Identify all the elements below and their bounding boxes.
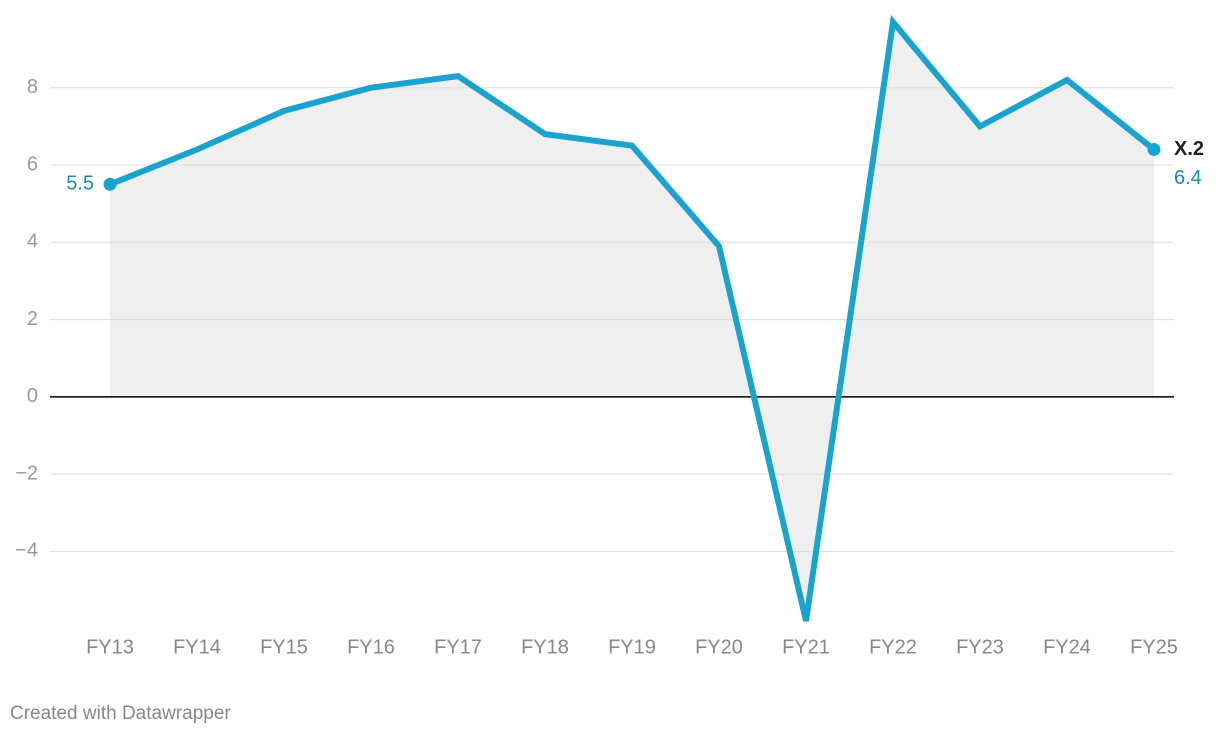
- x-tick-label: FY18: [521, 636, 569, 658]
- y-tick-label: 2: [27, 308, 38, 330]
- value-label: 5.5: [66, 173, 94, 195]
- y-tick-label: 0: [27, 385, 38, 407]
- area: [110, 22, 1154, 621]
- series-label: X.2: [1174, 138, 1204, 160]
- credit: Created with Datawrapper: [10, 703, 231, 724]
- x-tick-label: FY21: [782, 636, 830, 658]
- x-tick-label: FY14: [173, 636, 221, 658]
- x-tick-label: FY17: [434, 636, 482, 658]
- x-tick-label: FY15: [260, 636, 308, 658]
- line: [108, 14, 1156, 622]
- point: [1147, 143, 1161, 157]
- x-tick-label: FY13: [86, 636, 134, 658]
- x-tick-label: FY23: [956, 636, 1004, 658]
- x-tick-label: FY19: [608, 636, 656, 658]
- y-tick-label: −4: [15, 540, 38, 562]
- x-tick-label: FY16: [347, 636, 395, 658]
- grid: [50, 87, 1174, 552]
- x-tick-label: FY20: [695, 636, 743, 658]
- x-tick-label: FY22: [869, 636, 917, 658]
- y-tick-label: 6: [27, 153, 38, 175]
- value-label: 6.4: [1174, 167, 1202, 189]
- y-tick-label: 4: [27, 231, 38, 253]
- y-tick-label: −2: [15, 462, 38, 484]
- y-tick-label: 8: [27, 76, 38, 98]
- x-tick-label: FY25: [1130, 636, 1178, 658]
- point: [103, 177, 117, 191]
- x-tick-label: FY24: [1043, 636, 1091, 658]
